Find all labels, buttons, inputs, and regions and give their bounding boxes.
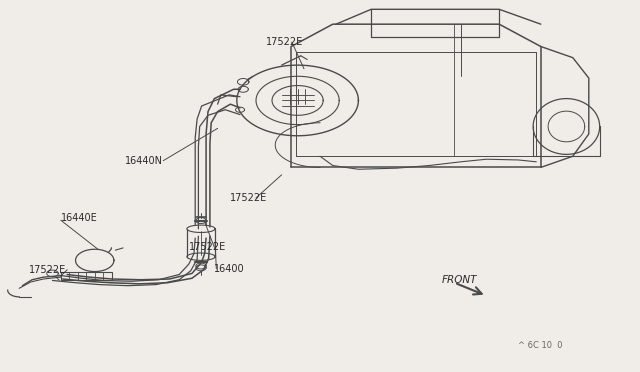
- Text: 16440E: 16440E: [61, 213, 97, 222]
- Text: 17522E: 17522E: [29, 265, 66, 275]
- Text: FRONT: FRONT: [442, 275, 477, 285]
- Text: 16400: 16400: [214, 264, 245, 273]
- Bar: [61, 272, 112, 280]
- Text: 17522E: 17522E: [230, 193, 268, 203]
- Text: 17522E: 17522E: [266, 37, 303, 47]
- Text: 16440N: 16440N: [125, 156, 163, 166]
- Text: ^ 6C 10  0: ^ 6C 10 0: [518, 341, 563, 350]
- Text: 17522E: 17522E: [189, 243, 226, 252]
